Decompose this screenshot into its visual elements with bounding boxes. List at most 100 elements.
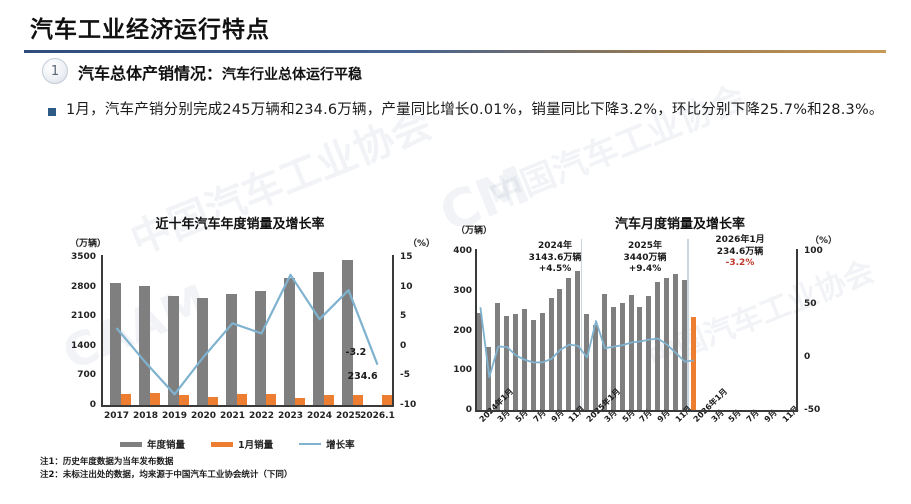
- legend-item-annual-sales: 年度销量: [120, 437, 185, 451]
- monthly-annotation-rate: +9.4%: [628, 264, 662, 274]
- annual-y2-tick: 0: [400, 340, 407, 351]
- bullet-text: 1月，汽车产销分别完成245万辆和234.6万辆，产量同比增长0.01%，销量同…: [66, 102, 884, 118]
- legend-swatch-jan-icon: [211, 441, 234, 447]
- monthly-y-axis-line: [475, 249, 477, 412]
- monthly-y2-tick: 50: [804, 299, 817, 309]
- annual-y-tick: 2800: [70, 281, 96, 292]
- monthly-y2-tick: -50: [804, 405, 821, 415]
- annual-y2-tick: -5: [400, 370, 410, 381]
- page-title: 汽车工业经济运行特点: [30, 17, 270, 43]
- annual-sales-chart: 近十年汽车年度销量及增长率 （万辆） （%） -3.2 234.6 0 700 140…: [30, 205, 450, 455]
- annual-bar-annual: [283, 277, 295, 405]
- annual-bar-annual: [109, 282, 121, 405]
- annual-y-axis-line: [101, 255, 103, 407]
- monthly-bar: [646, 296, 652, 410]
- annual-x-tick: 2022: [248, 411, 275, 421]
- legend-item-growth-rate: 增长率: [299, 437, 355, 451]
- annual-bar-jan: [294, 398, 305, 405]
- annual-x-tick: 2023: [277, 411, 304, 421]
- bullet-marker-icon: [48, 108, 56, 116]
- annual-bar-jan: [120, 394, 131, 405]
- monthly-bar: [504, 316, 510, 410]
- monthly-y-tick: 100: [453, 365, 472, 376]
- title-divider: [24, 50, 886, 53]
- monthly-y-tick: 400: [453, 246, 472, 256]
- monthly-bar: [539, 312, 545, 410]
- monthly-plot-area: [476, 239, 796, 410]
- legend-label-annual: 年度销量: [147, 440, 186, 451]
- annual-bar-jan: [265, 394, 276, 405]
- monthly-annotation-rate: +4.5%: [538, 264, 572, 274]
- annual-y-axis-unit: （万辆）: [70, 239, 107, 249]
- monthly-bar: [681, 280, 687, 410]
- annual-plot-area: -3.2 234.6: [102, 257, 392, 405]
- annual-y2-tick: 15: [400, 252, 413, 262]
- footnotes: 注1：历史年度数据为当年发布数据 注2：未标注出处的数据，均来源于中国汽车工业协…: [40, 456, 292, 482]
- monthly-y-tick: 0: [465, 405, 472, 415]
- annual-y-tick: 1400: [70, 340, 96, 351]
- monthly-bar: [477, 313, 483, 410]
- annual-chart-title: 近十年汽车年度销量及增长率: [155, 217, 325, 232]
- monthly-annotation: 2024年 3143.6万辆 +4.5%: [510, 241, 600, 276]
- monthly-bar: [593, 325, 598, 410]
- monthly-bar: [513, 313, 518, 410]
- annual-x-tick: 2018: [132, 411, 159, 421]
- annual-x-tick: 2026.1: [360, 411, 395, 421]
- monthly-bar: [486, 347, 492, 410]
- annual-bar-annual: [167, 296, 179, 405]
- monthly-x-axis-line: [475, 410, 797, 412]
- chart-legend: 年度销量 1月销量 增长率: [120, 437, 355, 451]
- annual-x-axis-line: [101, 405, 393, 407]
- section-title-sub: 汽车行业总体运行平稳: [222, 67, 363, 83]
- annual-y2-axis-unit: （%）: [408, 239, 436, 249]
- monthly-growth-line: [479, 307, 694, 378]
- annual-y-tick: 700: [77, 370, 96, 381]
- annual-growth-label: -3.2: [345, 346, 367, 358]
- monthly-annotation-title: 2026年1月: [715, 235, 765, 245]
- watermark: 中国汽车工业协会: [483, 78, 751, 218]
- monthly-bar: [673, 273, 678, 410]
- monthly-y2-tick: 0: [804, 352, 811, 362]
- monthly-y2-axis-line: [796, 249, 798, 412]
- monthly-bar: [601, 294, 607, 410]
- footnote-1: 注1：历史年度数据为当年发布数据: [40, 457, 174, 467]
- monthly-bar: [584, 313, 590, 410]
- annual-bar-jan: [236, 394, 247, 405]
- annual-bar-jan: [178, 395, 189, 405]
- annual-x-tick: 2025: [335, 411, 362, 421]
- footnote-2: 注2：未标注出处的数据，均来源于中国汽车工业协会统计（下同）: [40, 470, 293, 480]
- monthly-bar: [495, 302, 501, 410]
- monthly-y2-tick: 100: [804, 246, 823, 256]
- annual-x-tick: 2017: [103, 411, 130, 421]
- annual-y2-tick: -10: [400, 400, 417, 410]
- annual-bar-jan: [323, 394, 334, 405]
- monthly-annotation-title: 2025年: [627, 241, 663, 251]
- annual-x-tick: 2019: [161, 411, 188, 421]
- annual-bar-jan: [207, 396, 218, 405]
- monthly-annotation: 2026年1月 234.6万辆 -3.2%: [695, 235, 785, 270]
- monthly-annotation-value: 3440万辆: [623, 252, 667, 263]
- annual-y-tick: 3500: [70, 252, 96, 262]
- monthly-year-separator: [687, 239, 689, 410]
- monthly-bar: [655, 281, 661, 410]
- annual-bar-annual: [225, 293, 237, 405]
- monthly-annotation: 2025年 3440万辆 +9.4%: [600, 241, 690, 276]
- annual-x-tick: 2020: [190, 411, 217, 421]
- monthly-bar-current: [690, 316, 696, 410]
- legend-label-growth: 增长率: [326, 440, 355, 451]
- annual-bar-annual: [138, 286, 150, 405]
- annual-y-tick: 2100: [70, 311, 96, 322]
- annual-bar-annual: [341, 259, 353, 405]
- monthly-annotation-value: 3143.6万辆: [528, 252, 582, 263]
- monthly-bar: [619, 303, 625, 410]
- monthly-bar: [548, 298, 554, 410]
- legend-swatch-annual-icon: [120, 441, 142, 447]
- monthly-sales-chart: 汽车月度销量及增长率 （万辆） （%） 0 100 200 300 400 -50 0 50…: [450, 205, 911, 485]
- annual-bar-annual: [254, 291, 266, 405]
- monthly-chart-title: 汽车月度销量及增长率: [614, 217, 745, 232]
- annual-y2-tick: 5: [400, 311, 407, 322]
- annual-y-tick: 0: [89, 400, 96, 410]
- monthly-year-separator: [580, 239, 583, 410]
- monthly-annotation-value: 234.6万辆: [716, 246, 764, 257]
